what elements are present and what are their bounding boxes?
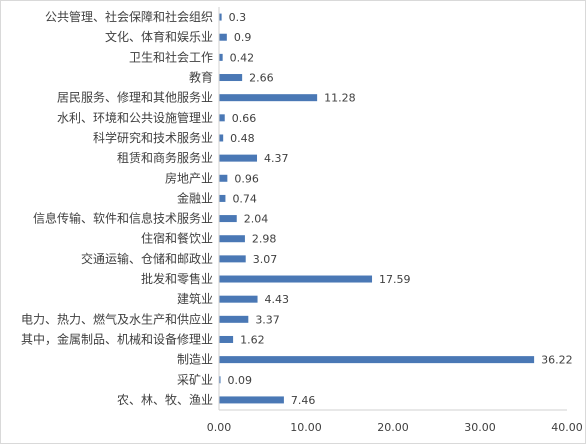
category-label: 采矿业 [177, 373, 213, 387]
category-label: 农、林、牧、渔业 [117, 393, 213, 407]
data-label: 0.96 [234, 172, 258, 185]
bar [219, 53, 223, 61]
bar [219, 33, 227, 41]
category-label: 住宿和餐饮业 [141, 231, 213, 246]
data-label: 4.37 [264, 152, 289, 165]
data-label: 0.66 [232, 112, 257, 125]
data-label: 0.9 [234, 31, 252, 44]
category-label: 交通运输、仓储和邮政业 [81, 251, 213, 266]
category-label: 信息传输、软件和信息技术服务业 [33, 211, 213, 226]
category-label: 卫生和社会工作 [129, 49, 213, 64]
data-label: 11.28 [324, 92, 356, 105]
bar [219, 275, 373, 283]
bar [219, 134, 224, 142]
data-label: 0.48 [230, 132, 255, 145]
category-label: 文化、体育和娱乐业 [105, 29, 213, 44]
bar [219, 94, 318, 102]
data-labels: 0.3 0.9 0.42 2.66 11.28 0.66 0.48 4.37 0.96 0.74 2… [228, 11, 573, 407]
bars [219, 13, 535, 404]
x-tick-label: 40.00 [551, 421, 583, 434]
category-label: 批发和零售业 [141, 271, 213, 286]
bar [219, 174, 228, 182]
category-label: 科学研究和技术服务业 [93, 130, 213, 145]
bar [219, 194, 226, 202]
bar [219, 215, 237, 223]
x-tick-label: 20.00 [377, 421, 409, 434]
bar [219, 376, 221, 384]
bar [219, 356, 535, 364]
data-label: 0.42 [230, 51, 255, 64]
category-label: 教育 [189, 70, 213, 85]
data-label: 17.59 [379, 273, 411, 286]
category-label: 公共管理、社会保障和社会组织 [45, 9, 213, 24]
bar [219, 295, 258, 303]
data-label: 0.74 [232, 192, 256, 205]
bar [219, 74, 243, 82]
data-label: 0.09 [228, 374, 253, 387]
data-label: 2.66 [249, 72, 274, 85]
data-label: 2.04 [244, 213, 268, 226]
bar [219, 235, 245, 243]
category-label: 房地产业 [165, 170, 213, 185]
category-label: 水利、环境和公共设施管理业 [57, 110, 213, 125]
data-label: 3.07 [253, 253, 277, 266]
data-label: 3.37 [255, 313, 280, 326]
bar [219, 396, 284, 404]
data-label: 0.3 [229, 11, 247, 24]
bar [219, 13, 222, 21]
category-label: 电力、热力、燃气及水生产和供应业 [21, 311, 213, 326]
bar [219, 154, 258, 162]
category-label: 建筑业 [177, 291, 213, 306]
bar [219, 255, 246, 263]
x-tick-label: 30.00 [464, 421, 496, 434]
data-label: 2.98 [252, 233, 277, 246]
category-label: 其中，金属制品、机械和设备修理业 [21, 331, 213, 346]
category-label: 租赁和商务服务业 [117, 150, 213, 165]
category-label: 制造业 [177, 353, 213, 367]
data-label: 36.22 [541, 354, 573, 367]
category-label: 居民服务、修理和其他服务业 [57, 90, 213, 105]
x-axis: 0.00 10.00 20.00 30.00 40.00 [207, 7, 583, 434]
bar [219, 114, 225, 122]
x-tick-label: 10.00 [290, 421, 322, 434]
data-label: 7.46 [291, 394, 316, 407]
bar [219, 315, 249, 323]
bar [219, 335, 234, 343]
data-label: 4.43 [265, 293, 290, 306]
category-label: 金融业 [177, 190, 213, 205]
x-tick-label: 0.00 [207, 421, 232, 434]
data-label: 1.62 [240, 333, 265, 346]
category-labels: 公共管理、社会保障和社会组织文化、体育和娱乐业卫生和社会工作教育居民服务、修理和… [21, 9, 213, 407]
